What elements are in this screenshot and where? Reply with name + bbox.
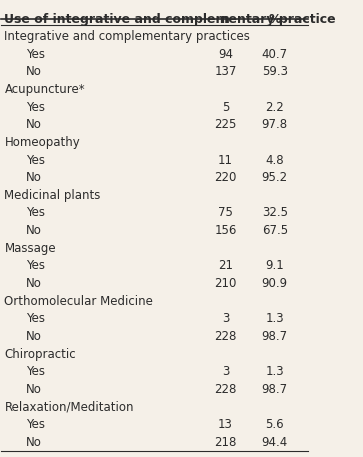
Text: Massage: Massage — [4, 242, 56, 255]
Text: No: No — [26, 224, 42, 237]
Text: n: n — [221, 13, 230, 26]
Text: Use of integrative and complementary practice: Use of integrative and complementary pra… — [4, 13, 336, 26]
Text: No: No — [26, 436, 42, 449]
Text: Yes: Yes — [26, 48, 45, 61]
Text: Chiropractic: Chiropractic — [4, 348, 76, 361]
Text: 97.8: 97.8 — [262, 118, 288, 131]
Text: 90.9: 90.9 — [262, 277, 288, 290]
Text: Yes: Yes — [26, 260, 45, 272]
Text: Integrative and complementary practices: Integrative and complementary practices — [4, 30, 250, 43]
Text: 21: 21 — [218, 260, 233, 272]
Text: Yes: Yes — [26, 312, 45, 325]
Text: Medicinal plants: Medicinal plants — [4, 189, 101, 202]
Text: No: No — [26, 277, 42, 290]
Text: 3: 3 — [222, 365, 229, 378]
Text: 218: 218 — [215, 436, 237, 449]
Text: 98.7: 98.7 — [262, 330, 288, 343]
Text: 225: 225 — [215, 118, 237, 131]
Text: 228: 228 — [215, 383, 237, 396]
Text: Yes: Yes — [26, 365, 45, 378]
Text: 1.3: 1.3 — [265, 365, 284, 378]
Text: Yes: Yes — [26, 154, 45, 166]
Text: 40.7: 40.7 — [262, 48, 288, 61]
Text: 94: 94 — [218, 48, 233, 61]
Text: 13: 13 — [218, 418, 233, 431]
Text: 2.2: 2.2 — [265, 101, 284, 114]
Text: No: No — [26, 330, 42, 343]
Text: 5.6: 5.6 — [265, 418, 284, 431]
Text: 4.8: 4.8 — [265, 154, 284, 166]
Text: No: No — [26, 383, 42, 396]
Text: 1.3: 1.3 — [265, 312, 284, 325]
Text: 75: 75 — [218, 207, 233, 219]
Text: Yes: Yes — [26, 418, 45, 431]
Text: No: No — [26, 65, 42, 78]
Text: 228: 228 — [215, 330, 237, 343]
Text: 67.5: 67.5 — [262, 224, 288, 237]
Text: 5: 5 — [222, 101, 229, 114]
Text: 32.5: 32.5 — [262, 207, 288, 219]
Text: 210: 210 — [215, 277, 237, 290]
Text: 156: 156 — [215, 224, 237, 237]
Text: 98.7: 98.7 — [262, 383, 288, 396]
Text: %: % — [269, 13, 281, 26]
Text: 3: 3 — [222, 312, 229, 325]
Text: 59.3: 59.3 — [262, 65, 288, 78]
Text: Yes: Yes — [26, 207, 45, 219]
Text: No: No — [26, 118, 42, 131]
Text: 9.1: 9.1 — [265, 260, 284, 272]
Text: Homeopathy: Homeopathy — [4, 136, 80, 149]
Text: 137: 137 — [215, 65, 237, 78]
Text: Orthomolecular Medicine: Orthomolecular Medicine — [4, 295, 153, 308]
Text: Yes: Yes — [26, 101, 45, 114]
Text: No: No — [26, 171, 42, 184]
Text: 94.4: 94.4 — [262, 436, 288, 449]
Text: 11: 11 — [218, 154, 233, 166]
Text: Relaxation/Meditation: Relaxation/Meditation — [4, 400, 134, 414]
Text: 95.2: 95.2 — [262, 171, 288, 184]
Text: Acupuncture*: Acupuncture* — [4, 83, 85, 96]
Text: 220: 220 — [215, 171, 237, 184]
